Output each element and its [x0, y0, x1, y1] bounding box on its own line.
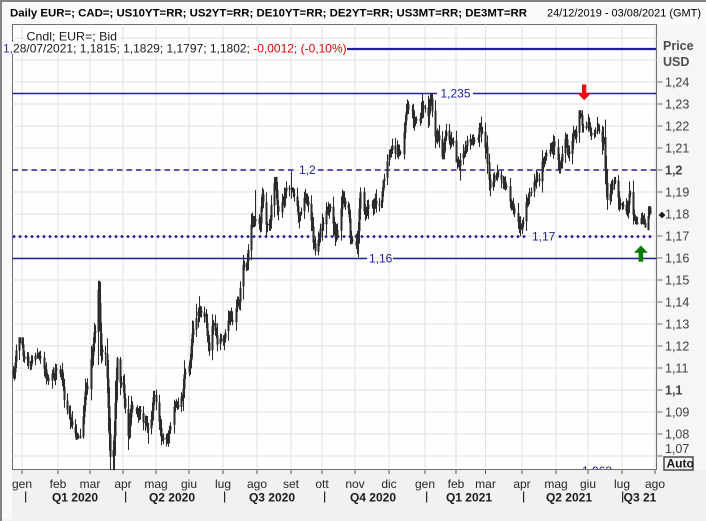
- svg-text:ago: ago: [247, 477, 267, 491]
- svg-text:Auto: Auto: [667, 457, 694, 471]
- svg-text:Q4 2020: Q4 2020: [350, 491, 396, 505]
- svg-text:Q3 21: Q3 21: [624, 491, 657, 505]
- svg-text:Q1 2021: Q1 2021: [446, 491, 492, 505]
- svg-text:1,19: 1,19: [665, 186, 689, 200]
- svg-text:apr: apr: [114, 477, 131, 491]
- svg-text:mar: mar: [80, 477, 101, 491]
- svg-text:1,2: 1,2: [665, 164, 682, 178]
- svg-text:ott: ott: [315, 477, 329, 491]
- svg-text:gen: gen: [12, 477, 32, 491]
- svg-text:1,12: 1,12: [665, 340, 689, 354]
- svg-text:mar: mar: [475, 477, 496, 491]
- svg-text:1,068: 1,068: [582, 464, 612, 478]
- svg-text:1,09: 1,09: [665, 406, 689, 420]
- svg-text:gen: gen: [415, 477, 435, 491]
- svg-text:giu: giu: [181, 477, 197, 491]
- svg-text:1,22: 1,22: [665, 120, 689, 134]
- svg-text:ago: ago: [645, 477, 665, 491]
- svg-text:1,15: 1,15: [665, 274, 689, 288]
- svg-text:1,13: 1,13: [665, 318, 689, 332]
- svg-text:mag: mag: [544, 477, 567, 491]
- svg-text:Q2 2020: Q2 2020: [149, 491, 195, 505]
- svg-text:24/12/2019 - 03/08/2021 (GMT): 24/12/2019 - 03/08/2021 (GMT): [547, 8, 701, 20]
- svg-text:lug: lug: [614, 477, 630, 491]
- svg-text:Price: Price: [663, 39, 694, 53]
- svg-text:1,17: 1,17: [665, 230, 689, 244]
- svg-text:apr: apr: [513, 477, 530, 491]
- svg-text:1,23: 1,23: [665, 98, 689, 112]
- svg-text:Daily EUR=; CAD=; US10YT=RR; U: Daily EUR=; CAD=; US10YT=RR; US2YT=RR; D…: [10, 8, 527, 20]
- svg-text:set: set: [283, 477, 300, 491]
- svg-text:1,2: 1,2: [299, 163, 316, 177]
- svg-text:USD: USD: [663, 55, 689, 69]
- svg-text:feb: feb: [50, 477, 67, 491]
- svg-text:1,1: 1,1: [665, 384, 682, 398]
- svg-text:1,235: 1,235: [441, 87, 471, 101]
- svg-text:1,17: 1,17: [532, 230, 556, 244]
- svg-text:lug: lug: [215, 477, 231, 491]
- svg-text:1,16: 1,16: [665, 252, 689, 266]
- svg-text:1,11: 1,11: [665, 362, 688, 376]
- svg-text:1,08: 1,08: [665, 428, 689, 442]
- svg-text:1,16: 1,16: [369, 252, 393, 266]
- svg-text:1,24: 1,24: [665, 76, 689, 90]
- svg-text:1,14: 1,14: [665, 296, 689, 310]
- svg-text:Q1 2020: Q1 2020: [52, 491, 98, 505]
- svg-text:giu: giu: [580, 477, 596, 491]
- svg-text:feb: feb: [448, 477, 465, 491]
- svg-text:Q3 2020: Q3 2020: [249, 491, 295, 505]
- svg-text:mag: mag: [144, 477, 167, 491]
- svg-text:nov: nov: [345, 477, 364, 491]
- svg-text:1,28/07/2021; 1,1815; 1,1829;: 1,28/07/2021; 1,1815; 1,1829; 1,1797; 1,…: [3, 42, 347, 56]
- svg-text:Q2 2021: Q2 2021: [546, 491, 592, 505]
- svg-text:dic: dic: [381, 477, 396, 491]
- svg-text:1,18: 1,18: [665, 208, 689, 222]
- svg-text:1,07: 1,07: [665, 442, 689, 456]
- svg-text:Cndl; EUR=; Bid: Cndl; EUR=; Bid: [27, 30, 118, 44]
- svg-text:1,21: 1,21: [665, 142, 689, 156]
